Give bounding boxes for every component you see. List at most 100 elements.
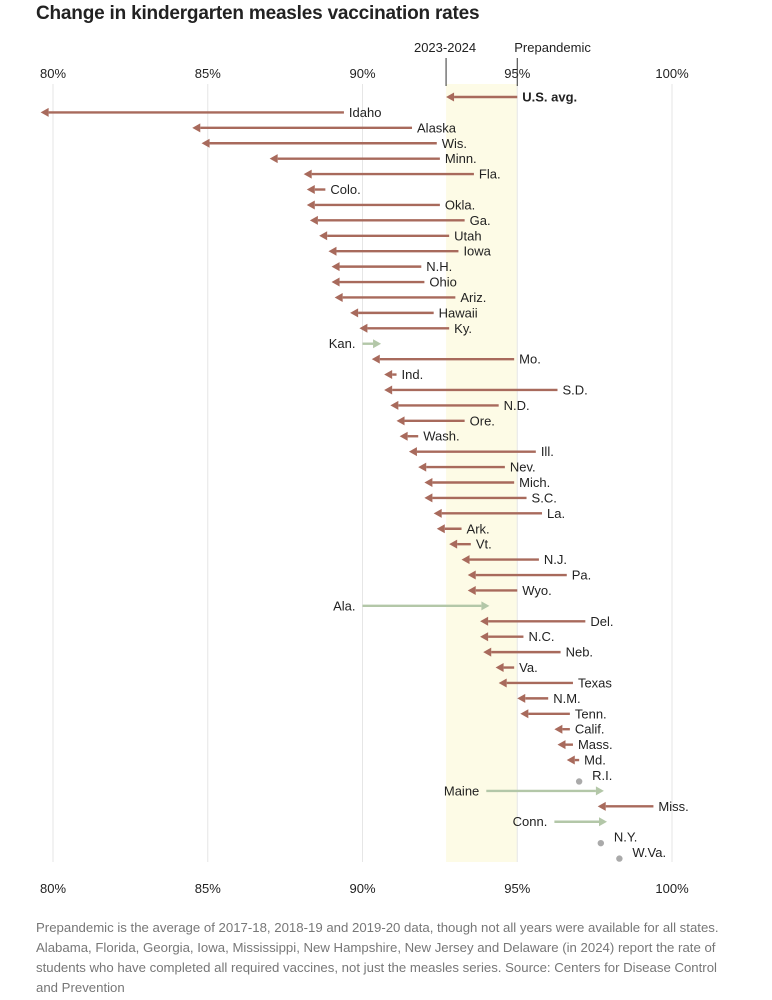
change-arrow-head xyxy=(396,416,405,426)
change-arrow-head xyxy=(424,493,433,503)
state-label: N.D. xyxy=(504,398,530,413)
change-arrow-head xyxy=(467,570,476,580)
x-tick-label-top: 100% xyxy=(655,66,689,81)
state-label: S.C. xyxy=(532,490,557,505)
change-arrow-head xyxy=(597,801,606,811)
change-arrow-head xyxy=(446,92,455,102)
chart-title: Change in kindergarten measles vaccinati… xyxy=(36,3,480,24)
state-label: U.S. avg. xyxy=(522,90,577,105)
state-label: Alaska xyxy=(417,120,457,135)
state-label: Calif. xyxy=(575,722,605,737)
state-label: Kan. xyxy=(329,336,356,351)
change-arrow-head xyxy=(399,431,408,441)
state-label: Fla. xyxy=(479,167,501,182)
state-label: N.J. xyxy=(544,552,567,567)
state-label: Ga. xyxy=(470,213,491,228)
change-arrow-head xyxy=(303,169,312,179)
state-label: Ill. xyxy=(541,444,554,459)
change-arrow-head xyxy=(359,323,368,333)
state-label: Miss. xyxy=(658,799,688,814)
change-arrow-head xyxy=(350,308,359,318)
change-arrow-head xyxy=(408,447,417,457)
state-label: Nev. xyxy=(510,460,536,475)
x-tick-label-top: 80% xyxy=(40,66,66,81)
state-label: Texas xyxy=(578,675,612,690)
change-arrow-head xyxy=(520,709,529,719)
change-arrow-head xyxy=(436,524,445,534)
state-label: Pa. xyxy=(572,568,592,583)
change-arrow-head xyxy=(557,740,566,750)
state-label: Utah xyxy=(454,228,481,243)
change-arrow-head xyxy=(599,817,608,827)
x-tick-label-bottom: 90% xyxy=(349,881,375,896)
band-start-label: 2023-2024 xyxy=(414,40,476,55)
change-arrow-head xyxy=(461,555,470,565)
change-arrow-head xyxy=(331,277,340,287)
change-arrow-head xyxy=(309,215,318,225)
change-arrow-head xyxy=(371,354,380,364)
change-arrow-head xyxy=(517,693,526,703)
change-arrow-head xyxy=(498,678,507,688)
state-label: Vt. xyxy=(476,537,492,552)
change-arrow-head xyxy=(481,601,490,611)
change-arrow-head xyxy=(306,200,315,210)
change-arrow-head xyxy=(480,632,489,642)
change-arrow-head xyxy=(192,123,201,133)
change-arrow-head xyxy=(449,539,458,549)
state-label: Ky. xyxy=(454,321,472,336)
state-label: Ariz. xyxy=(460,290,486,305)
x-tick-label-bottom: 95% xyxy=(504,881,530,896)
change-arrow-head xyxy=(554,724,563,734)
state-label: N.C. xyxy=(528,629,554,644)
unchanged-dot xyxy=(616,855,623,862)
change-arrow-head xyxy=(390,400,399,410)
state-label: R.I. xyxy=(592,768,612,783)
state-label: Wis. xyxy=(442,136,467,151)
state-label: N.M. xyxy=(553,691,580,706)
state-label: Iowa xyxy=(463,244,491,259)
state-label: Ark. xyxy=(467,521,490,536)
state-label: W.Va. xyxy=(632,845,666,860)
change-arrow-head xyxy=(306,185,315,195)
state-label: Ind. xyxy=(402,367,424,382)
state-label: Ore. xyxy=(470,413,495,428)
change-arrow-head xyxy=(495,663,504,673)
state-label: Md. xyxy=(584,753,606,768)
change-arrow-head xyxy=(373,339,382,349)
footnote: Prepandemic is the average of 2017-18, 2… xyxy=(36,920,719,995)
state-label: Ala. xyxy=(333,598,355,613)
x-tick-label-bottom: 100% xyxy=(655,881,689,896)
unchanged-dot xyxy=(597,839,605,847)
state-label: Va. xyxy=(519,660,538,675)
state-label: N.H. xyxy=(426,259,452,274)
change-arrow-head xyxy=(269,154,278,164)
change-arrow-head xyxy=(328,246,337,256)
band-end-label: Prepandemic xyxy=(514,40,591,55)
state-label: Ohio xyxy=(429,275,456,290)
x-tick-label-top: 90% xyxy=(349,66,375,81)
state-label: Idaho xyxy=(349,105,382,120)
change-arrow-head xyxy=(334,292,343,302)
change-arrow-head xyxy=(424,478,433,487)
change-arrow-head xyxy=(319,231,328,241)
state-label: Mo. xyxy=(519,352,541,367)
state-label: N.Y. xyxy=(614,830,638,845)
state-label: Hawaii xyxy=(439,305,478,320)
state-label: Minn. xyxy=(445,151,477,166)
change-arrow-head xyxy=(201,138,210,148)
change-arrow-head xyxy=(384,385,393,395)
state-label: Tenn. xyxy=(575,706,607,721)
state-label: Okla. xyxy=(445,197,475,212)
change-arrow-head xyxy=(595,786,604,796)
state-label: Colo. xyxy=(330,182,360,197)
change-arrow-head xyxy=(566,755,575,765)
state-label: Conn. xyxy=(513,814,548,829)
state-label: S.D. xyxy=(562,382,587,397)
change-arrow-head xyxy=(480,616,489,626)
state-label: La. xyxy=(547,506,565,521)
x-tick-label-bottom: 80% xyxy=(40,881,66,896)
state-label: Maine xyxy=(444,783,479,798)
change-arrow-head xyxy=(331,262,340,272)
change-arrow-head xyxy=(40,107,49,117)
unchanged-dot xyxy=(575,778,583,785)
